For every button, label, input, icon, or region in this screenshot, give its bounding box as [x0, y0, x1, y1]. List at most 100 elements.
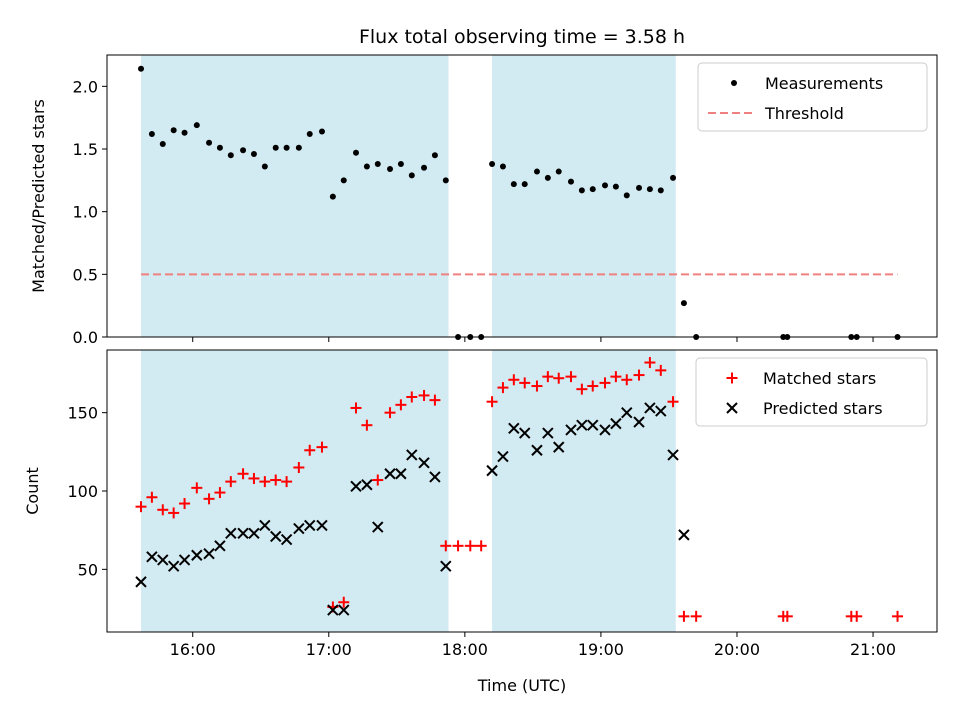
measurement-point [250, 151, 257, 158]
matched-star-point [293, 462, 305, 473]
matched-star-point [135, 501, 147, 513]
measurement-point [159, 140, 166, 147]
measurement-point [533, 168, 540, 175]
y-tick-label-0-0: 0.0 [73, 328, 98, 347]
matched-star-point [395, 399, 407, 411]
matched-star-point [179, 498, 191, 510]
top-legend: Measurements Threshold [697, 62, 928, 132]
measurement-point [636, 184, 643, 191]
measurement-point [612, 183, 619, 190]
x-tick-label-5: 21:00 [850, 640, 896, 659]
matched-star-point [248, 472, 260, 484]
legend-label-0-0: Measurements [765, 74, 883, 93]
measurement-point [206, 139, 213, 146]
matched-star-point [610, 371, 622, 383]
predicted-star-point [599, 424, 611, 436]
predicted-star-point [587, 419, 599, 431]
matched-star-point [237, 468, 249, 480]
measurement-point [567, 178, 574, 185]
matched-star-point [464, 540, 476, 552]
shaded-region-0-0 [141, 55, 449, 337]
predicted-star-point [316, 519, 328, 532]
measurement-point [374, 161, 381, 168]
matched-star-point [678, 610, 690, 622]
measurement-point [240, 147, 247, 154]
matched-star-point [587, 380, 599, 392]
predicted-star-point [406, 449, 418, 461]
measurement-point [431, 152, 438, 159]
measurement-point [261, 163, 268, 170]
top-shaded-regions [141, 55, 676, 337]
measurement-point [589, 186, 596, 193]
measurement-point [680, 300, 687, 307]
predicted-star-point [644, 402, 656, 414]
bottom-series-layer [135, 357, 904, 622]
measurement-point [555, 168, 562, 175]
measurement-point [340, 177, 347, 184]
matched-star-point [519, 377, 531, 389]
matched-star-point [316, 441, 328, 453]
predicted-star-point [621, 406, 633, 419]
predicted-star-point [191, 549, 203, 561]
measurement-point [397, 161, 404, 168]
predicted-star-point [531, 444, 543, 456]
predicted-star-point [678, 529, 690, 541]
matched-star-point [475, 540, 487, 552]
measurement-point [646, 186, 653, 193]
predicted-star-point [361, 479, 373, 491]
chart-title: Flux total observing time = 3.58 h [359, 26, 685, 48]
predicted-star-point [486, 464, 498, 477]
matched-star-point [633, 369, 645, 381]
matched-star-point [576, 383, 588, 395]
predicted-star-point [293, 522, 305, 535]
measurement-point [521, 181, 528, 188]
predicted-star-point [372, 521, 384, 533]
bottom-legend: Matched stars Predicted stars [695, 357, 928, 427]
measurement-point [499, 163, 506, 170]
measurement-point [193, 122, 200, 129]
legend-label-0-1: Threshold [764, 104, 844, 123]
legend-box-1 [695, 357, 928, 427]
predicted-star-point [350, 480, 362, 493]
matched-star-point [225, 476, 237, 488]
predicted-star-point [519, 427, 531, 439]
predicted-star-point [214, 540, 226, 552]
matched-star-point [851, 610, 863, 622]
predicted-star-point [542, 427, 554, 439]
matched-star-point [486, 396, 498, 408]
predicted-star-point [304, 519, 316, 532]
top-y-ticks: 0.0 0.5 1.0 1.5 2.0 [73, 77, 107, 347]
shaded-region-1-0 [141, 350, 449, 632]
matched-star-point [168, 507, 180, 519]
predicted-star-point [667, 449, 679, 461]
bottom-y-axis-label: Count [23, 467, 42, 515]
matched-star-point [270, 474, 282, 486]
y-tick-label-0-4: 2.0 [73, 77, 98, 96]
matched-star-point [565, 371, 577, 383]
y-tick-label-0-2: 1.0 [73, 203, 98, 222]
predicted-star-point [157, 554, 169, 566]
matched-star-point [384, 407, 396, 419]
top-x-ticks [192, 337, 874, 342]
matched-star-point [644, 357, 656, 369]
predicted-star-point [395, 468, 407, 480]
x-tick-label-0: 16:00 [170, 640, 216, 659]
measurement-point [329, 193, 336, 200]
y-tick-label-1-1: 100 [67, 482, 98, 501]
measurement-point [510, 181, 517, 188]
bottom-x-ticks: 16:00 17:00 18:00 19:00 20:00 21:00 [170, 632, 896, 659]
predicted-star-point [178, 554, 191, 566]
predicted-star-point [565, 424, 577, 436]
measurement-point [306, 130, 313, 137]
shaded-region-0-1 [492, 55, 676, 337]
measurement-point [670, 174, 677, 181]
matched-star-point [214, 487, 226, 499]
matched-star-point [542, 371, 554, 383]
bottom-shaded-regions [141, 350, 676, 632]
measurement-point [602, 182, 608, 189]
x-tick-label-1: 17:00 [306, 640, 352, 659]
predicted-star-point [384, 468, 396, 480]
measurement-point [283, 144, 290, 151]
shaded-region-1-1 [492, 350, 676, 632]
measurement-point [578, 187, 585, 194]
